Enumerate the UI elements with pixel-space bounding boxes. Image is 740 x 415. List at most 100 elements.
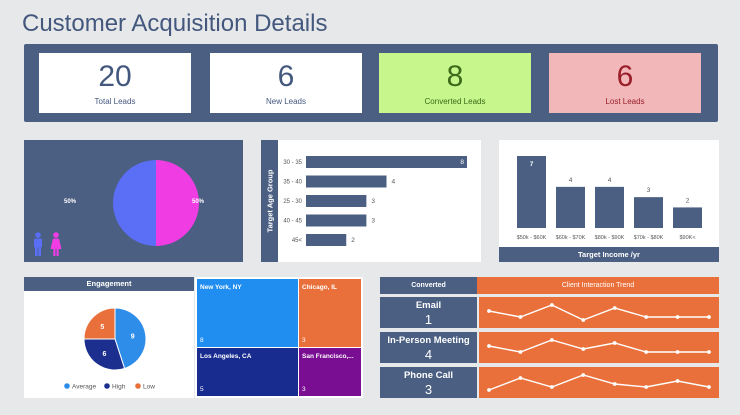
channel-name: In-Person Meeting [387, 335, 470, 346]
bar[interactable] [306, 195, 367, 207]
bar[interactable] [595, 186, 624, 228]
channel-name: Phone Call [403, 370, 454, 381]
kpi-label: Converted Leads [424, 97, 486, 106]
bar-data-label: 3 [371, 198, 375, 205]
converted-header: Converted [380, 277, 477, 294]
sparkline-point[interactable] [549, 385, 554, 389]
legend-marker [104, 383, 110, 389]
bar-data-label: 2 [351, 237, 355, 244]
kpi-label: Total Leads [94, 97, 136, 106]
sparkline-point[interactable] [549, 338, 554, 342]
female-icon [50, 232, 62, 256]
gender-pie-chart: 50% 50% [34, 160, 205, 256]
channel-email[interactable]: Email 1 [380, 297, 477, 328]
channel-in-person-meeting[interactable]: In-Person Meeting 4 [380, 332, 477, 363]
income-axis-title: Target Income /yr [499, 247, 719, 262]
trend-header: Client Interaction Trend [477, 277, 719, 294]
pie-slice-male[interactable] [113, 160, 156, 246]
sparkline-point[interactable] [581, 318, 586, 322]
sparkline-point[interactable] [675, 350, 680, 354]
x-tick-label: $50k - $60K [517, 235, 547, 241]
tile-value: 8 [200, 337, 204, 344]
sparkline-point[interactable] [707, 315, 711, 319]
sparkline-point[interactable] [581, 347, 586, 351]
legend-label: Average [72, 384, 96, 391]
sparkline-point[interactable] [612, 306, 617, 310]
pie-slice[interactable] [114, 307, 147, 370]
page-title: Customer Acquisition Details [22, 10, 328, 37]
sparkline-point[interactable] [675, 379, 680, 383]
sparkline-point[interactable] [518, 376, 523, 380]
bar[interactable] [673, 207, 702, 228]
channel-phone-call[interactable]: Phone Call 3 [380, 367, 477, 398]
sparkline-point[interactable] [707, 385, 711, 389]
sparkline-point[interactable] [518, 350, 523, 354]
y-tick-label: 25 - 30 [283, 199, 302, 205]
bar-data-label: 7 [530, 161, 534, 168]
bar[interactable] [306, 214, 367, 227]
sparkline-point[interactable] [707, 350, 711, 354]
bar-data-label: 8 [460, 159, 464, 166]
bar[interactable] [634, 197, 663, 228]
sparkline-point[interactable] [675, 315, 680, 319]
x-tick-label: $80k - $90K [595, 235, 625, 241]
sparkline-point[interactable] [581, 373, 586, 377]
age-axis-title-bar: Target Age Group [261, 140, 278, 262]
kpi-card-total-leads[interactable]: 20 Total Leads [39, 53, 191, 113]
sparkline-point[interactable] [518, 315, 523, 319]
pie-slice[interactable] [83, 338, 126, 371]
sparkline-point[interactable] [644, 350, 649, 354]
trend-row [479, 332, 719, 363]
engagement-title: Engagement [24, 277, 194, 291]
sparkline-point[interactable] [487, 344, 491, 348]
sparkline-point[interactable] [549, 303, 554, 307]
treemap-tile-los-angeles[interactable]: Los Angeles, CA 5 [197, 348, 298, 396]
kpi-label: New Leads [265, 97, 307, 106]
sparkline-point[interactable] [487, 388, 491, 392]
bar[interactable] [306, 156, 467, 168]
kpi-band: 20 Total Leads 6 New Leads 8 Converted L… [24, 44, 718, 122]
bar[interactable] [517, 156, 546, 228]
sparkline-point[interactable] [644, 385, 649, 389]
x-tick-label: $90K< [679, 235, 695, 241]
tile-value: 3 [302, 337, 306, 344]
bar-data-label: 3 [371, 218, 375, 225]
bar[interactable] [556, 186, 585, 228]
sparkline-phone-call [487, 373, 711, 392]
kpi-card-new-leads[interactable]: 6 New Leads [210, 53, 362, 113]
kpi-card-converted-leads[interactable]: 8 Converted Leads [379, 53, 531, 113]
tile-label: San Francisco,... [302, 353, 354, 360]
bar-data-label: 4 [608, 177, 612, 184]
tile-value: 5 [200, 386, 204, 393]
income-bar-chart: 7 $50k - $60K 4 $60k - $70K 4 $80k - $90K 3 $70… [517, 156, 702, 241]
legend-label: High [112, 384, 126, 391]
y-tick-label: 45< [292, 238, 303, 244]
treemap-tile-san-francisco[interactable]: San Francisco,... 3 [299, 348, 361, 396]
tile-label: Chicago, IL [302, 284, 338, 291]
treemap-tile-chicago[interactable]: Chicago, IL 3 [299, 279, 361, 347]
trend-row [479, 367, 719, 398]
y-tick-label: 35 - 40 [283, 180, 302, 186]
axis-title: Target Age Group [265, 169, 274, 233]
bar-data-label: 4 [569, 177, 573, 184]
bar[interactable] [306, 175, 387, 188]
y-tick-label: 30 - 35 [283, 160, 302, 166]
kpi-card-lost-leads[interactable]: 6 Lost Leads [549, 53, 701, 113]
pie-slice[interactable] [83, 307, 116, 340]
sparkline-point[interactable] [487, 309, 491, 313]
male-icon [34, 232, 42, 256]
legend-marker [135, 383, 141, 389]
sparkline-point[interactable] [644, 315, 649, 319]
pie-data-label: 9 [131, 334, 135, 341]
legend-marker [64, 383, 70, 389]
pie-slice-female[interactable] [156, 160, 199, 246]
pie-data-label: 50% [64, 199, 77, 205]
bar[interactable] [306, 234, 347, 246]
sparkline-point[interactable] [612, 341, 617, 345]
tile-label: Los Angeles, CA [200, 353, 252, 360]
sparkline-email [487, 303, 711, 322]
treemap-tile-new-york[interactable]: New York, NY 8 [197, 279, 298, 347]
x-tick-label: $70k - $80K [634, 235, 664, 241]
sparkline-point[interactable] [612, 382, 617, 386]
bar-data-label: 3 [647, 187, 651, 194]
